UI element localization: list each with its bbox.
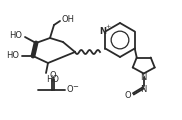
Text: OH: OH bbox=[62, 15, 74, 24]
Text: O: O bbox=[124, 91, 131, 100]
Text: HO: HO bbox=[46, 75, 60, 84]
Text: N: N bbox=[141, 85, 147, 94]
Text: −: − bbox=[72, 84, 78, 90]
Text: N: N bbox=[99, 27, 106, 36]
Text: HO: HO bbox=[7, 51, 19, 60]
Text: HO: HO bbox=[9, 31, 23, 41]
Text: O: O bbox=[67, 85, 73, 95]
Text: O: O bbox=[50, 71, 56, 79]
Text: N: N bbox=[141, 73, 147, 82]
Text: +: + bbox=[106, 24, 111, 29]
